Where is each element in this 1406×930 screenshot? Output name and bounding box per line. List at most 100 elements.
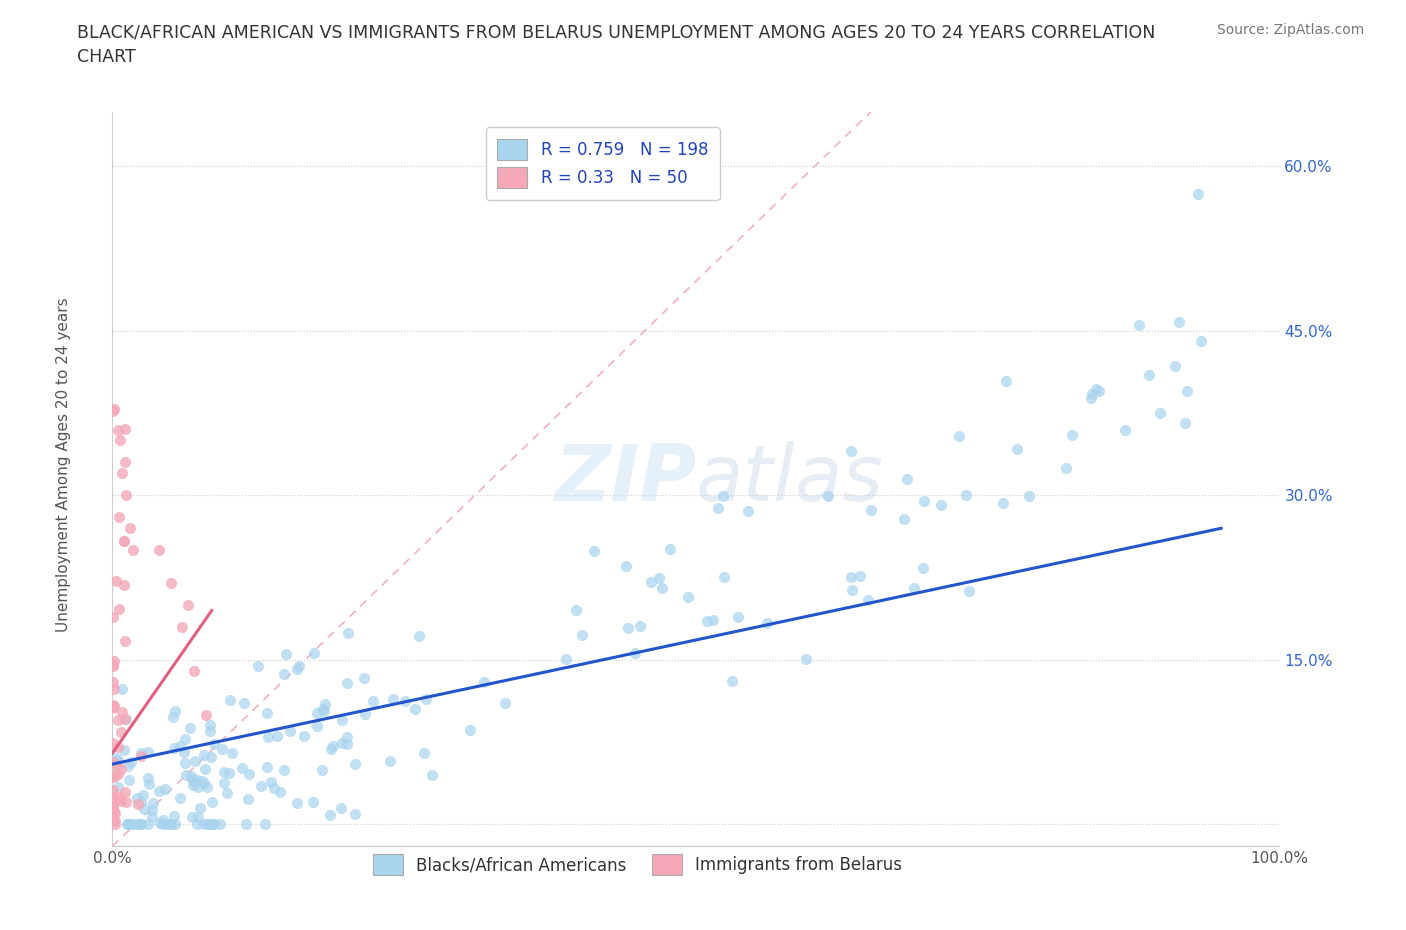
Point [163, 703, 186, 718]
Text: atlas: atlas [696, 441, 884, 517]
Point [114, 711, 136, 726]
Point [856, 592, 879, 607]
Point [183, 663, 205, 678]
Point [103, 770, 125, 785]
Point [212, 764, 235, 779]
Text: BLACK/AFRICAN AMERICAN VS IMMIGRANTS FROM BELARUS UNEMPLOYMENT AMONG AGES 20 TO : BLACK/AFRICAN AMERICAN VS IMMIGRANTS FRO… [77, 23, 1156, 41]
Point [200, 750, 222, 764]
Point [319, 807, 342, 822]
Point [659, 541, 682, 556]
Point [624, 646, 647, 661]
Point [110, 432, 132, 447]
Point [314, 697, 336, 711]
Point [1114, 422, 1136, 437]
Point [127, 797, 149, 812]
Point [132, 788, 155, 803]
Point [713, 569, 735, 584]
Point [1168, 315, 1191, 330]
Point [353, 707, 375, 722]
Point [136, 745, 159, 760]
Point [1054, 460, 1077, 475]
Point [114, 421, 136, 436]
Point [198, 724, 221, 738]
Point [181, 777, 204, 792]
Point [202, 737, 225, 751]
Point [179, 720, 201, 735]
Point [727, 610, 749, 625]
Point [330, 736, 353, 751]
Point [112, 534, 135, 549]
Point [420, 767, 443, 782]
Point [104, 768, 127, 783]
Point [190, 774, 212, 789]
Point [105, 759, 128, 774]
Point [187, 780, 209, 795]
Point [209, 817, 232, 831]
Point [148, 783, 170, 798]
Point [183, 754, 205, 769]
Point [101, 754, 124, 769]
Point [394, 693, 416, 708]
Point [172, 619, 194, 634]
Point [292, 729, 315, 744]
Point [911, 560, 934, 575]
Point [103, 674, 125, 689]
Point [101, 813, 124, 828]
Point [194, 762, 217, 777]
Point [1080, 391, 1102, 405]
Point [193, 748, 215, 763]
Point [163, 741, 186, 756]
Point [859, 502, 882, 517]
Point [415, 691, 437, 706]
Point [256, 706, 278, 721]
Point [188, 800, 211, 815]
Point [1128, 318, 1150, 333]
Point [198, 718, 221, 733]
Text: CHART: CHART [77, 48, 136, 66]
Point [129, 748, 152, 763]
Point [201, 795, 224, 810]
Point [628, 619, 651, 634]
Point [107, 767, 129, 782]
Point [142, 796, 165, 811]
Point [288, 658, 311, 673]
Point [110, 794, 132, 809]
Point [458, 723, 481, 737]
Point [614, 558, 637, 573]
Point [285, 662, 308, 677]
Point [1187, 186, 1209, 201]
Point [103, 804, 125, 819]
Point [211, 741, 233, 756]
Point [841, 583, 863, 598]
Point [101, 736, 124, 751]
Point [107, 422, 129, 437]
Point [101, 700, 124, 715]
Point [124, 817, 146, 831]
Point [194, 708, 217, 723]
Point [118, 817, 141, 831]
Point [336, 625, 359, 640]
Point [696, 614, 718, 629]
Point [111, 705, 134, 720]
Text: ZIP: ZIP [554, 441, 696, 517]
Point [177, 598, 200, 613]
Point [817, 489, 839, 504]
Point [929, 498, 952, 512]
Point [720, 674, 742, 689]
Point [571, 628, 593, 643]
Point [232, 696, 254, 711]
Point [474, 674, 496, 689]
Point [336, 737, 359, 751]
Point [112, 534, 135, 549]
Point [343, 807, 366, 822]
Point [117, 817, 139, 831]
Point [330, 801, 353, 816]
Point [250, 779, 273, 794]
Point [948, 429, 970, 444]
Point [103, 609, 125, 624]
Point [648, 571, 671, 586]
Point [285, 795, 308, 810]
Point [180, 769, 202, 784]
Point [155, 781, 177, 796]
Point [111, 466, 134, 481]
